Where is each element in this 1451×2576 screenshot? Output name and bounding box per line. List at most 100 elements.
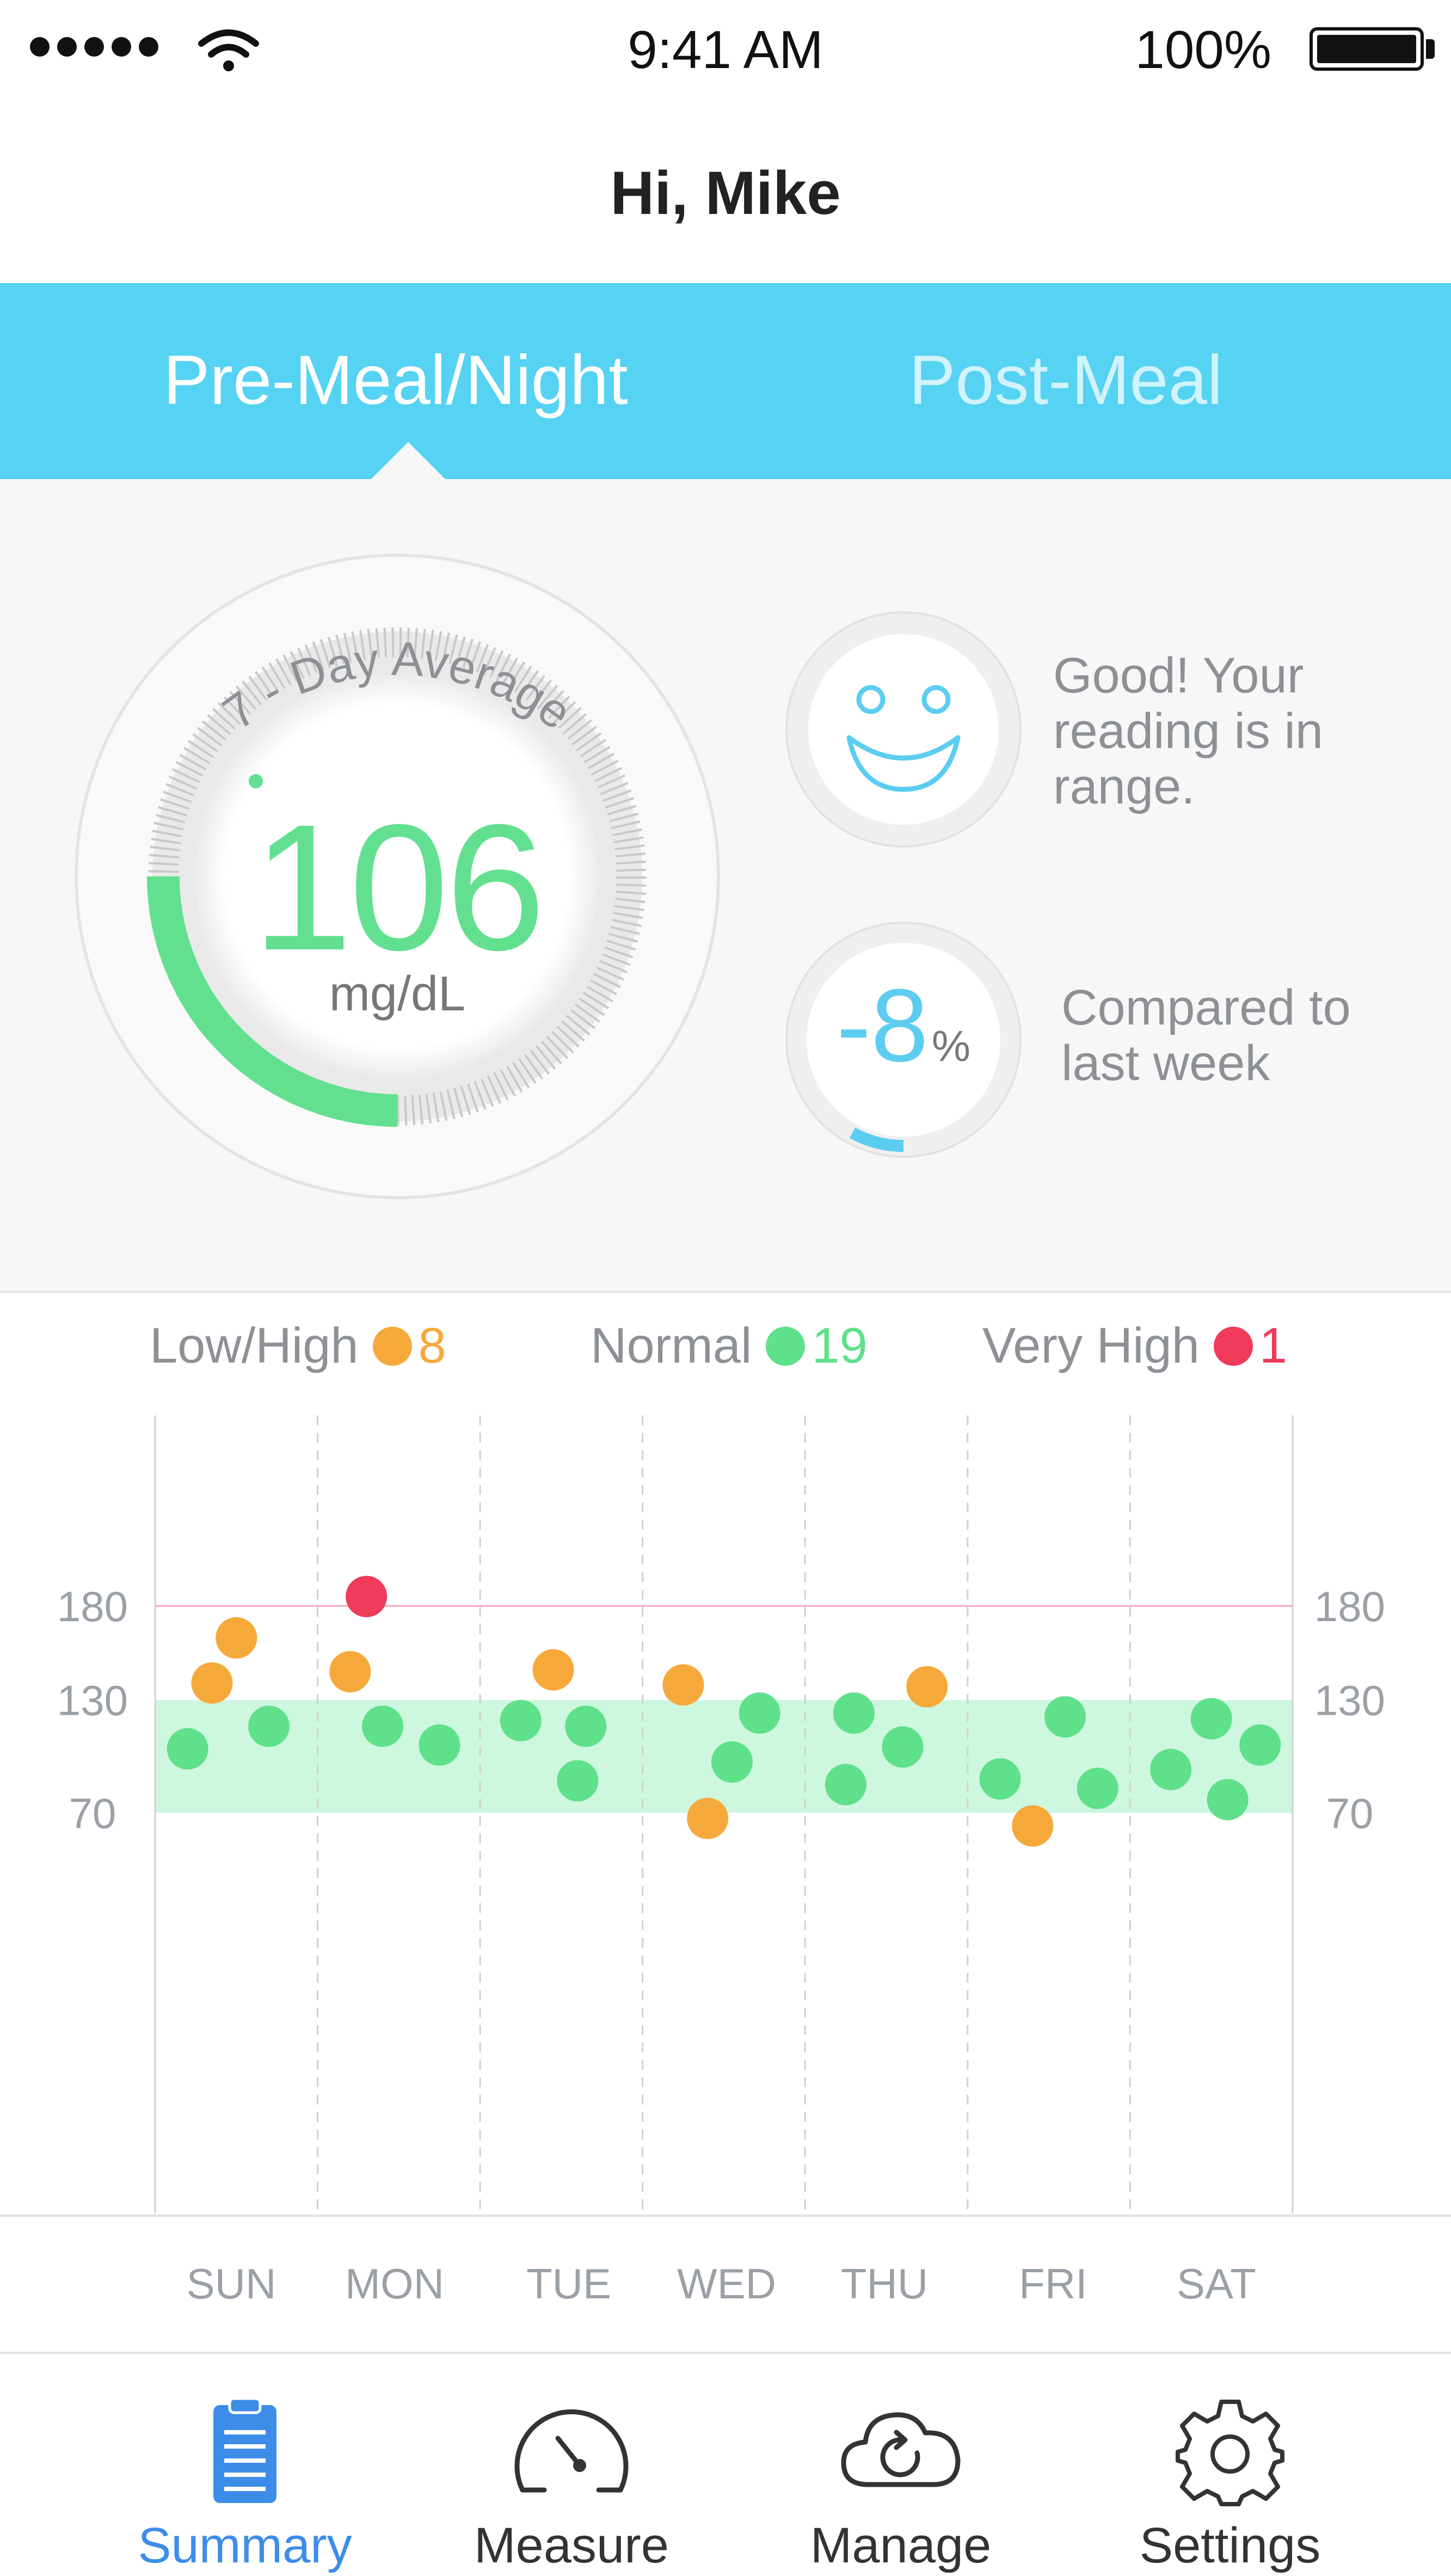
y-tick-label-right: 130 — [1314, 1677, 1385, 1725]
signal-strength-dot — [139, 37, 158, 57]
legend-dot-icon — [372, 1327, 412, 1366]
day-label: MON — [345, 2260, 444, 2308]
nav-summary[interactable]: Summary — [103, 2392, 386, 2574]
data-point-low-high — [329, 1651, 371, 1692]
weekly-change-number: -8 — [836, 968, 929, 1083]
nav-settings-label: Settings — [1139, 2518, 1321, 2573]
legend-label: Normal — [591, 1318, 752, 1373]
data-point-normal — [500, 1700, 542, 1741]
y-tick-label-left: 70 — [69, 1789, 116, 1837]
greeting-title: Hi, Mike — [610, 159, 841, 227]
data-point-normal — [833, 1692, 875, 1734]
data-point-normal — [1190, 1698, 1232, 1740]
data-point-normal — [419, 1724, 460, 1766]
nav-measure-label: Measure — [474, 2518, 669, 2573]
legend-count: 8 — [418, 1318, 446, 1373]
battery-percentage: 100% — [1135, 20, 1271, 79]
average-unit: mg/dL — [329, 967, 466, 1021]
legend-very-high: Very High 1 — [982, 1317, 1287, 1375]
legend-count: 1 — [1259, 1318, 1288, 1373]
gauge-center — [196, 675, 599, 1078]
data-point-very-high — [346, 1575, 388, 1617]
data-point-low-high — [216, 1617, 257, 1659]
average-gauge: 7 - Day Average — [75, 554, 720, 1199]
data-point-normal — [1207, 1778, 1249, 1820]
weekly-change-text: Compared to last week — [1061, 980, 1351, 1091]
wifi-icon — [198, 29, 259, 71]
weekly-change-unit: % — [931, 1022, 971, 1070]
legend-normal: Normal 19 — [591, 1317, 868, 1375]
legend-count: 19 — [811, 1318, 868, 1373]
battery-tip — [1426, 39, 1435, 59]
data-point-normal — [825, 1764, 866, 1806]
day-label: THU — [840, 2260, 929, 2308]
data-point-normal — [882, 1726, 924, 1768]
weekly-change-value: -8% — [816, 966, 991, 1085]
day-label: SUN — [186, 2260, 276, 2308]
weekly-change-arc — [791, 928, 1016, 1152]
signal-strength-dot — [112, 37, 131, 57]
clipboard-icon — [213, 2397, 276, 2503]
battery-level-fill — [1317, 35, 1416, 63]
battery-icon — [1309, 27, 1424, 71]
data-point-normal — [167, 1728, 208, 1770]
day-label: WED — [677, 2260, 776, 2308]
legend-low-high: Low/High 8 — [150, 1317, 446, 1375]
day-label: SAT — [1177, 2260, 1256, 2308]
data-point-low-high — [906, 1666, 948, 1708]
chart-legend: Low/High 8 Normal 19 Very High 1 — [0, 1317, 1451, 1394]
signal-strength-dot — [84, 37, 104, 57]
gauge-marker-dot — [249, 774, 263, 788]
smiley-face-icon — [846, 685, 961, 792]
gauge-progress-arc — [147, 626, 648, 1127]
y-tick-label-right: 70 — [1326, 1789, 1374, 1837]
y-tick-label-right: 180 — [1314, 1583, 1385, 1630]
data-point-normal — [1044, 1696, 1086, 1738]
data-point-normal — [979, 1758, 1021, 1800]
data-point-normal — [565, 1706, 607, 1747]
tab-post-meal[interactable]: Post-Meal — [909, 341, 1223, 419]
nav-settings[interactable]: Settings — [1089, 2392, 1372, 2574]
data-point-low-high — [191, 1662, 233, 1704]
data-point-normal — [711, 1741, 753, 1783]
data-point-normal — [1239, 1724, 1281, 1766]
bottom-navigation: Summary Measure Manage Settings — [0, 2352, 1451, 2576]
data-point-low-high — [687, 1798, 729, 1839]
nav-measure[interactable]: Measure — [430, 2392, 713, 2574]
range-status-text: Good! Your reading is in range. — [1053, 648, 1324, 814]
average-value: 106 — [252, 787, 546, 988]
data-point-normal — [739, 1692, 780, 1734]
signal-strength-dot — [57, 37, 77, 57]
legend-dot-icon — [766, 1327, 806, 1366]
gear-icon — [1176, 2400, 1284, 2506]
weekly-change-badge — [785, 922, 1022, 1158]
tab-pre-meal-night[interactable]: Pre-Meal/Night — [163, 341, 628, 419]
data-point-normal — [1150, 1749, 1192, 1790]
glucose-scatter-chart: 180 180 130 130 70 70 — [57, 1415, 1385, 2213]
signal-strength-dot — [30, 37, 50, 57]
status-bar: 9:41 AM 100% — [0, 0, 1451, 103]
legend-label: Very High — [982, 1318, 1200, 1373]
data-point-low-high — [1012, 1805, 1054, 1847]
legend-dot-icon — [1213, 1327, 1253, 1366]
status-time: 9:41 AM — [628, 20, 823, 79]
legend-label: Low/High — [150, 1318, 359, 1373]
data-point-low-high — [532, 1649, 574, 1691]
day-label: TUE — [526, 2260, 611, 2308]
data-point-normal — [362, 1706, 403, 1747]
nav-manage[interactable]: Manage — [759, 2392, 1042, 2574]
data-point-normal — [1077, 1768, 1118, 1810]
nav-summary-label: Summary — [138, 2518, 352, 2573]
tab-bar: Pre-Meal/Night Post-Meal — [0, 283, 1451, 479]
nav-manage-label: Manage — [810, 2518, 992, 2573]
data-point-normal — [557, 1760, 599, 1802]
data-point-normal — [248, 1706, 290, 1747]
y-tick-label-left: 130 — [57, 1677, 128, 1725]
speedometer-icon — [514, 2409, 629, 2493]
y-tick-label-left: 180 — [57, 1583, 128, 1630]
active-tab-indicator — [370, 442, 446, 480]
day-label: FRI — [1019, 2260, 1087, 2308]
data-point-low-high — [662, 1664, 704, 1706]
cloud-sync-icon — [841, 2412, 961, 2487]
range-status-badge — [785, 611, 1022, 848]
